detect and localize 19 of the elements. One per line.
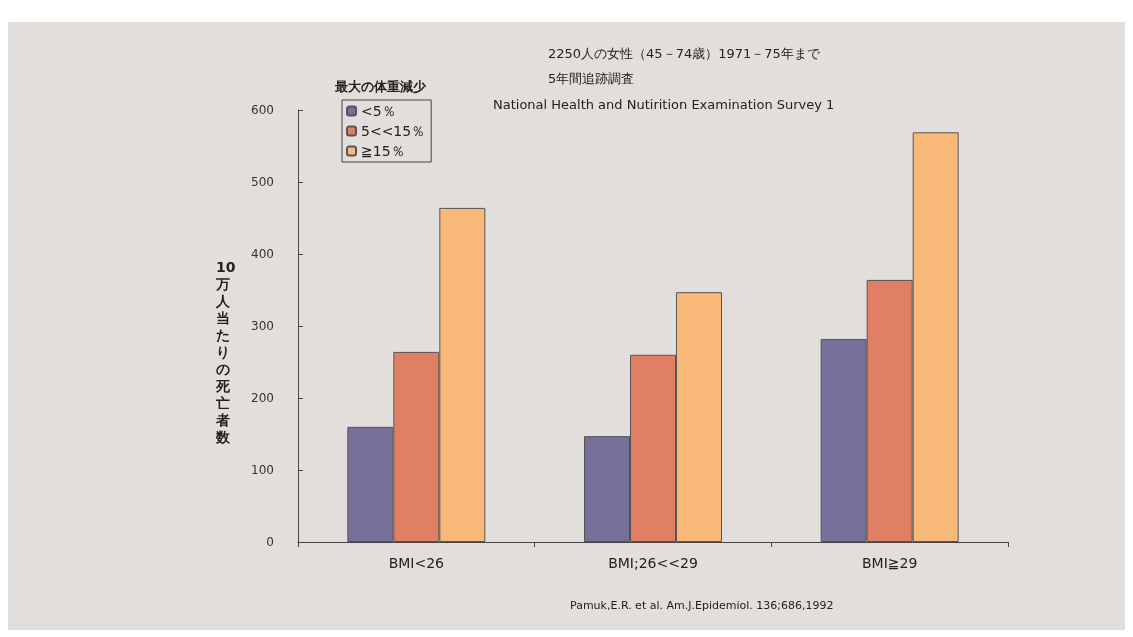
legend-label: <5％	[361, 103, 396, 119]
text: Pamuk,E.R. et al. Am.J.Epidemiol. 136;686,1992	[570, 599, 834, 612]
y-tick-label: 0	[266, 535, 274, 549]
y-tick-label: 500	[251, 175, 274, 189]
y-tick-label: 100	[251, 463, 274, 477]
x-tick-label: BMI<26	[388, 555, 445, 571]
legend-title: 最大の体重減少	[334, 79, 427, 94]
y-tick-label: 600	[251, 103, 274, 117]
y-tick-label: 400	[251, 247, 274, 261]
annotation: National Health and Nutirition Examination Survey 1	[493, 97, 835, 112]
text: 5年間追跡調査	[548, 71, 635, 86]
legend-label: 5<<15％	[361, 123, 426, 139]
x-tick-label: BMI≧29	[861, 555, 918, 571]
y-tick-label: 300	[251, 319, 274, 333]
x-tick-label: BMI;26<<29	[608, 555, 698, 571]
text: 2250人の女性（45－74歳）1971－75年まで	[548, 46, 821, 61]
y-tick-label: 200	[251, 391, 274, 405]
text: 10万人当たりの死亡者数	[216, 258, 236, 445]
legend-label: ≧15％	[361, 143, 405, 159]
